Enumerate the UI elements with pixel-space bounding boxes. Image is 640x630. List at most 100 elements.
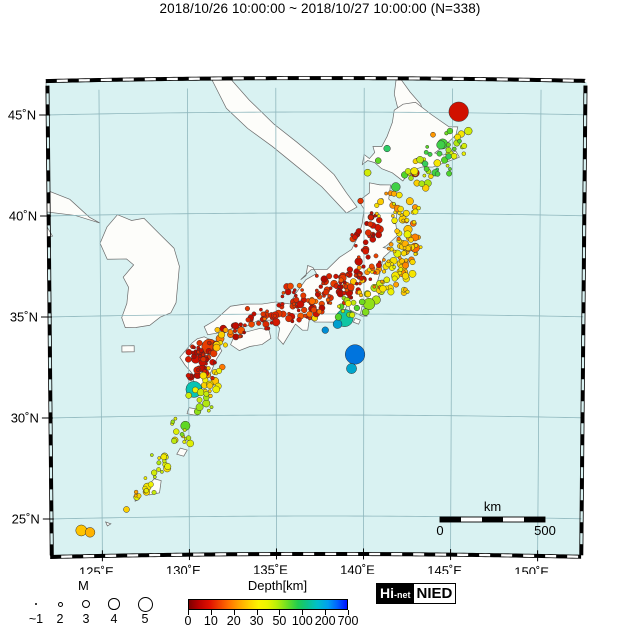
earthquake-marker[interactable] [356,265,362,270]
earthquake-marker[interactable] [368,214,374,221]
earthquake-marker[interactable] [397,205,404,213]
earthquake-marker[interactable] [345,300,352,307]
earthquake-marker[interactable] [206,366,211,371]
earthquake-marker[interactable] [244,306,251,312]
earthquake-marker[interactable] [327,294,332,298]
earthquake-marker[interactable] [212,385,220,394]
earthquake-marker[interactable] [425,145,430,149]
earthquake-marker[interactable] [210,375,215,381]
earthquake-marker[interactable] [344,288,349,293]
earthquake-marker[interactable] [340,309,345,314]
earthquake-marker[interactable] [259,307,263,312]
earthquake-marker[interactable] [173,416,178,421]
earthquake-marker[interactable] [199,348,204,353]
earthquake-marker[interactable] [379,285,387,293]
earthquake-marker[interactable] [248,321,255,328]
earthquake-marker[interactable] [345,344,366,365]
earthquake-marker[interactable] [391,182,401,192]
earthquake-marker[interactable] [375,262,382,269]
earthquake-marker[interactable] [409,259,416,266]
earthquake-marker[interactable] [196,368,201,373]
earthquake-marker[interactable] [416,156,424,164]
earthquake-marker[interactable] [445,147,452,153]
earthquake-marker[interactable] [206,382,214,389]
earthquake-marker[interactable] [427,151,433,157]
earthquake-marker[interactable] [209,405,214,410]
earthquake-marker[interactable] [206,408,211,413]
earthquake-marker[interactable] [210,349,218,358]
earthquake-marker[interactable] [386,259,391,264]
earthquake-marker[interactable] [296,308,301,313]
earthquake-marker[interactable] [285,314,293,323]
earthquake-marker[interactable] [212,360,217,365]
earthquake-marker[interactable] [457,138,462,144]
earthquake-marker[interactable] [413,252,418,257]
earthquake-marker[interactable] [200,356,207,363]
earthquake-marker[interactable] [367,221,374,228]
earthquake-marker[interactable] [387,288,395,296]
earthquake-marker[interactable] [401,218,406,223]
earthquake-marker[interactable] [374,202,380,208]
earthquake-marker[interactable] [403,230,412,239]
earthquake-marker[interactable] [368,277,373,282]
earthquake-marker[interactable] [363,297,376,311]
earthquake-marker[interactable] [421,160,429,167]
earthquake-marker[interactable] [353,273,358,278]
earthquake-marker[interactable] [402,209,410,217]
earthquake-marker[interactable] [338,277,344,283]
earthquake-marker[interactable] [377,214,381,218]
earthquake-marker[interactable] [231,322,240,330]
earthquake-marker[interactable] [222,342,228,348]
earthquake-marker[interactable] [300,288,304,292]
earthquake-marker[interactable] [197,354,203,359]
earthquake-marker[interactable] [464,126,473,136]
earthquake-marker[interactable] [390,214,395,218]
earthquake-marker[interactable] [321,326,329,334]
earthquake-marker[interactable] [408,237,414,243]
earthquake-marker[interactable] [371,233,376,237]
earthquake-marker[interactable] [363,168,372,177]
earthquake-marker[interactable] [185,373,191,379]
earthquake-marker[interactable] [152,475,157,479]
earthquake-marker[interactable] [391,190,397,197]
earthquake-marker[interactable] [308,297,316,305]
earthquake-marker[interactable] [333,273,339,279]
earthquake-marker[interactable] [388,242,394,247]
earthquake-marker[interactable] [215,367,223,374]
earthquake-marker[interactable] [392,201,396,206]
earthquake-marker[interactable] [358,298,366,306]
earthquake-marker[interactable] [164,463,172,470]
earthquake-marker[interactable] [422,173,427,178]
earthquake-marker[interactable] [75,524,88,537]
earthquake-marker[interactable] [186,439,194,448]
earthquake-marker[interactable] [296,317,302,323]
earthquake-marker[interactable] [396,236,401,241]
earthquake-marker[interactable] [320,275,328,283]
earthquake-marker[interactable] [373,253,379,259]
earthquake-marker[interactable] [402,246,407,250]
earthquake-marker[interactable] [143,488,149,494]
earthquake-marker[interactable] [368,263,375,270]
earthquake-marker[interactable] [418,245,423,249]
earthquake-marker[interactable] [264,326,269,331]
earthquake-marker[interactable] [203,390,210,397]
earthquake-marker[interactable] [461,142,468,149]
earthquake-marker[interactable] [376,216,383,224]
earthquake-marker[interactable] [450,152,458,160]
earthquake-marker[interactable] [392,265,397,269]
earthquake-marker[interactable] [123,506,130,513]
earthquake-marker[interactable] [314,273,319,278]
earthquake-marker[interactable] [173,428,180,435]
earthquake-marker[interactable] [401,272,410,280]
earthquake-marker[interactable] [310,306,317,313]
earthquake-marker[interactable] [296,300,305,309]
earthquake-marker[interactable] [452,146,457,152]
earthquake-marker[interactable] [405,197,414,206]
earthquake-marker[interactable] [185,348,193,356]
earthquake-marker[interactable] [374,211,379,216]
earthquake-marker[interactable] [151,489,157,495]
earthquake-marker[interactable] [287,282,294,290]
earthquake-marker[interactable] [433,159,442,167]
earthquake-marker[interactable] [364,290,372,298]
earthquake-marker[interactable] [396,191,403,199]
